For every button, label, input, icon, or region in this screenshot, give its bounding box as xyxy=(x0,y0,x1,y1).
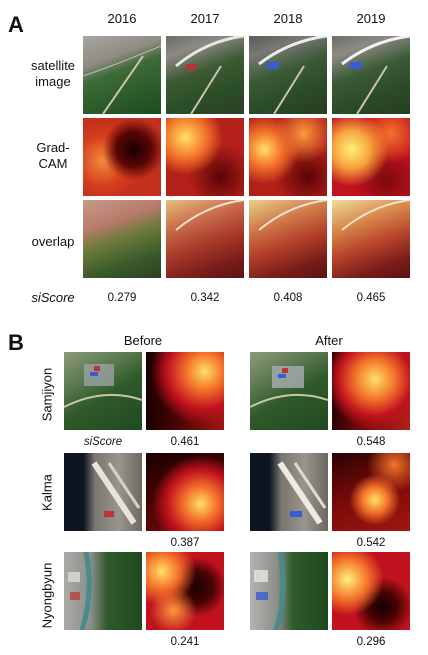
samjiyon-after-gradcam xyxy=(332,352,410,430)
year-2017-label: 2017 xyxy=(190,11,220,26)
year-2018-label: 2018 xyxy=(273,11,303,26)
row-label-gradcam: Grad- CAM xyxy=(36,140,70,171)
nyongbyun-after-satellite xyxy=(250,552,328,630)
siscore-2019: 0.465 xyxy=(356,292,386,304)
kalma-before-satellite xyxy=(64,453,142,531)
samjiyon-after-satellite xyxy=(250,352,328,430)
samjiyon-before-satellite xyxy=(64,352,142,430)
year-2019-label: 2019 xyxy=(356,11,386,26)
siscore-2016: 0.279 xyxy=(107,292,137,304)
nyongbyun-before-score: 0.241 xyxy=(170,636,200,648)
samjiyon-after-score: 0.548 xyxy=(356,436,386,448)
nyongbyun-before-satellite xyxy=(64,552,142,630)
site-label-kalma: Kalma xyxy=(39,474,55,511)
overlap-2018 xyxy=(249,200,327,278)
overlap-2017 xyxy=(166,200,244,278)
row-label-overlap: overlap xyxy=(31,234,75,249)
site-label-nyongbyun: Nyongbyun xyxy=(39,562,55,629)
after-label: After xyxy=(315,333,343,348)
samjiyon-before-gradcam xyxy=(146,352,224,430)
satellite-image-2017 xyxy=(166,36,244,114)
gradcam-2018 xyxy=(249,118,327,196)
year-2016-label: 2016 xyxy=(107,11,137,26)
before-label: Before xyxy=(123,333,163,348)
nyongbyun-after-score: 0.296 xyxy=(356,636,386,648)
gradcam-2016 xyxy=(83,118,161,196)
siscore-b-label: siScore xyxy=(83,436,123,448)
samjiyon-before-score: 0.461 xyxy=(170,436,200,448)
overlap-2019 xyxy=(332,200,410,278)
kalma-after-gradcam xyxy=(332,453,410,531)
panel-b-letter: B xyxy=(8,330,24,355)
nyongbyun-before-gradcam xyxy=(146,552,224,630)
satellite-image-2018 xyxy=(249,36,327,114)
kalma-before-gradcam xyxy=(146,453,224,531)
gradcam-2017 xyxy=(166,118,244,196)
nyongbyun-after-gradcam xyxy=(332,552,410,630)
kalma-before-score: 0.387 xyxy=(170,537,200,549)
gradcam-2019 xyxy=(332,118,410,196)
row-label-siscore: siScore xyxy=(31,290,75,305)
siscore-2017: 0.342 xyxy=(190,292,220,304)
siscore-2018: 0.408 xyxy=(273,292,303,304)
site-label-samjiyon: Samjiyon xyxy=(39,367,55,422)
satellite-image-2019 xyxy=(332,36,410,114)
row-label-satellite: satellite image xyxy=(30,58,76,89)
satellite-image-2016 xyxy=(83,36,161,114)
panel-a-letter: A xyxy=(8,12,24,37)
overlap-2016 xyxy=(83,200,161,278)
kalma-after-satellite xyxy=(250,453,328,531)
kalma-after-score: 0.542 xyxy=(356,537,386,549)
